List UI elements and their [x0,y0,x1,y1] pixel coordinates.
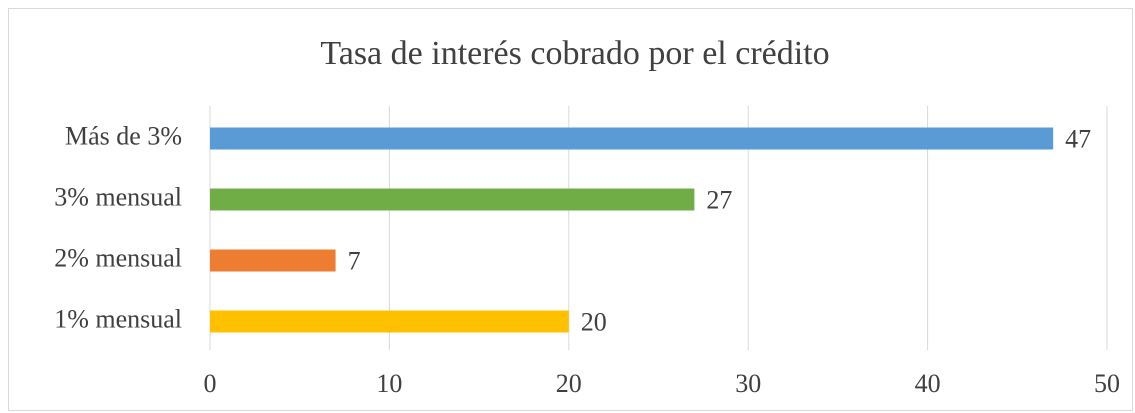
x-tick-label: 30 [735,369,761,398]
value-label: 27 [706,185,732,214]
x-tick-label: 20 [556,369,582,398]
chart-title: Tasa de interés cobrado por el crédito [320,35,829,72]
y-tick-label: Más de 3% [65,121,182,150]
bar [210,249,336,272]
y-tick-label: 3% mensual [54,182,182,211]
y-tick-label: 2% mensual [54,243,182,272]
y-tick-label: 1% mensual [54,304,182,333]
x-tick-label: 10 [376,369,402,398]
value-label: 47 [1065,124,1091,153]
x-tick-label: 50 [1094,369,1120,398]
x-tick-label: 0 [204,369,217,398]
bar [210,127,1054,150]
bar [210,188,695,211]
bar [210,310,569,333]
x-tick-label: 40 [915,369,941,398]
value-label: 20 [581,307,607,336]
value-label: 7 [348,246,361,275]
